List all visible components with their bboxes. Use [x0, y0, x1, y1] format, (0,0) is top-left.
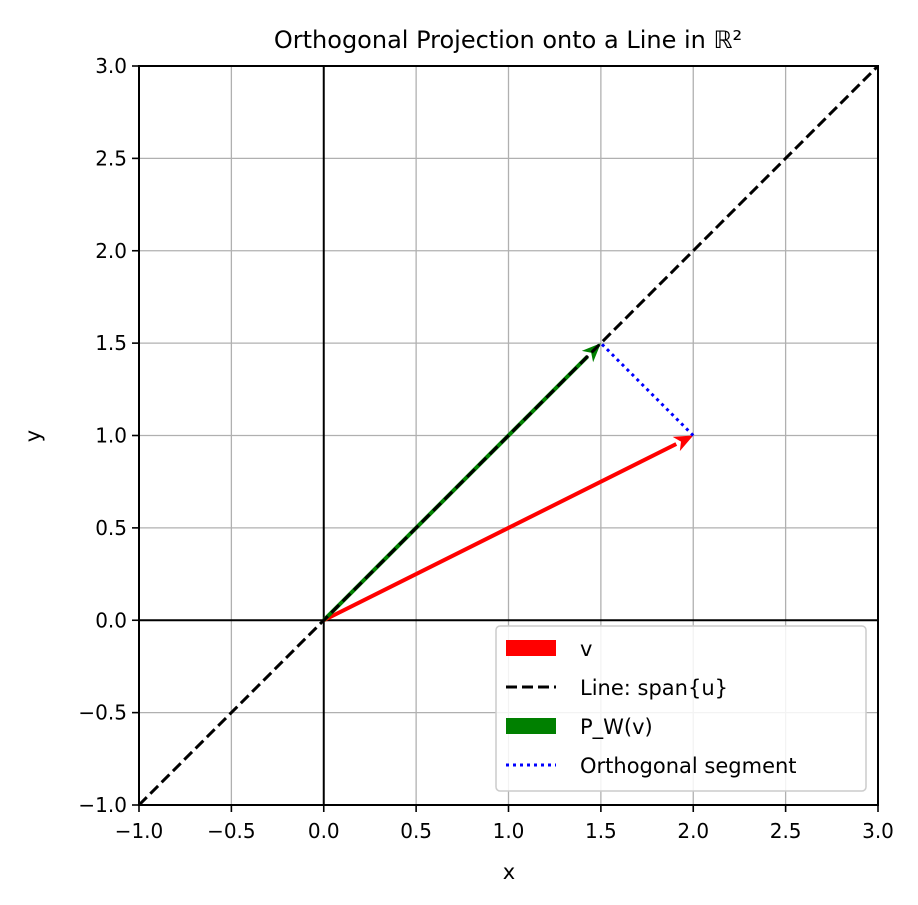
- legend-label: P_W(v): [580, 715, 653, 740]
- x-tick-label: 1.5: [585, 819, 617, 843]
- legend-label: Line: span{u}: [580, 676, 728, 700]
- legend-box: [495, 625, 867, 792]
- y-tick-label: 3.0: [95, 54, 127, 78]
- y-tick-label: 2.5: [95, 146, 127, 170]
- legend-label: v: [580, 637, 592, 661]
- y-tick-label: 2.0: [95, 239, 127, 263]
- x-axis-label: x: [503, 860, 515, 884]
- series-span-line: [139, 66, 878, 805]
- x-tick-label: −0.5: [207, 819, 256, 843]
- x-tick-label: 3.0: [862, 819, 894, 843]
- y-tick-label: 1.0: [95, 424, 127, 448]
- x-tick-label: −1.0: [115, 819, 164, 843]
- legend-handle: [506, 718, 556, 734]
- y-tick-label: −1.0: [78, 793, 127, 817]
- series-orthogonal-segment: [599, 342, 695, 437]
- y-tick-label: −0.5: [78, 701, 127, 725]
- x-tick-label: 2.0: [677, 819, 709, 843]
- x-tick-label: 0.0: [308, 819, 340, 843]
- y-tick-label: 1.5: [95, 331, 127, 355]
- legend: v Line: span{u} P_W(v) Orthogonal segment: [495, 625, 867, 792]
- x-tick-label: 2.5: [770, 819, 802, 843]
- series-v-arrow-head: [672, 435, 694, 452]
- chart-title: Orthogonal Projection onto a Line in ℝ²: [274, 26, 742, 54]
- legend-label: Orthogonal segment: [580, 754, 797, 778]
- series-group: [139, 66, 878, 805]
- legend-handle: [506, 640, 556, 656]
- x-tick-label: 1.0: [493, 819, 525, 843]
- plot-area: −1.0 −0.5 0.0 0.5 1.0 1.5 2.0 2.5 3.0 −1.0 −0.5 0.0…: [78, 54, 893, 843]
- y-tick-label: 0.0: [95, 608, 127, 632]
- series-v-arrow-shaft: [322, 442, 678, 623]
- x-tick-label: 0.5: [400, 819, 432, 843]
- y-axis-label: y: [21, 430, 45, 442]
- y-tick-label: 0.5: [95, 516, 127, 540]
